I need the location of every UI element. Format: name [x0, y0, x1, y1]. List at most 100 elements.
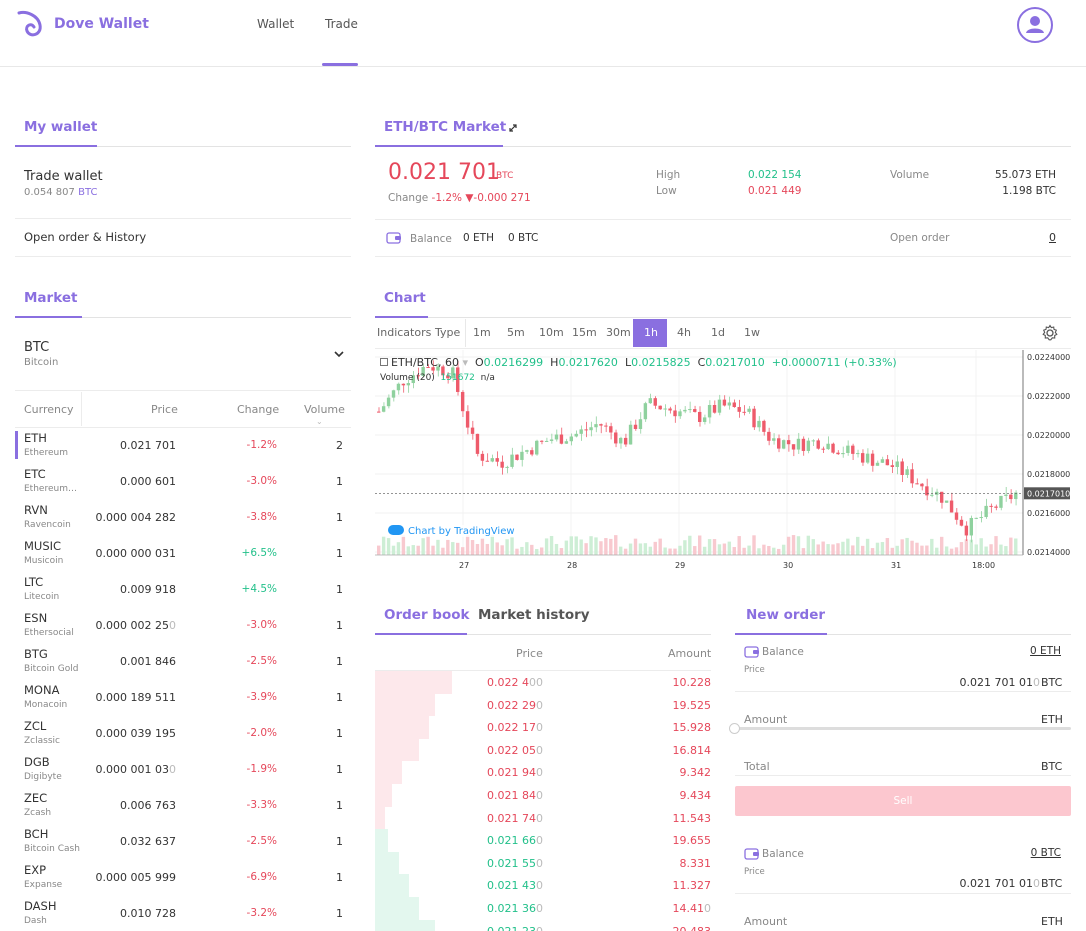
sell-amount-slider[interactable]	[735, 727, 1071, 730]
ob-amount-header: Amount	[668, 647, 712, 660]
ob-price-header: Price	[516, 647, 543, 660]
market-row[interactable]: BCH Bitcoin Cash 0.032 637 -2.5% 1	[15, 824, 351, 860]
volume-bar	[515, 548, 519, 555]
volume-bar	[485, 543, 490, 555]
timeframe-30m[interactable]: 30m	[606, 326, 631, 339]
currency-volume: 1	[336, 691, 343, 704]
market-row[interactable]: ETC Ethereum… 0.000 601 -3.0% 1	[15, 464, 351, 500]
volume-bar	[925, 545, 929, 555]
ask-row[interactable]: 0.021 840 9.434	[375, 784, 711, 807]
wallet-icon	[744, 646, 759, 658]
buy-balance-value[interactable]: 0 BTC	[1030, 847, 1061, 859]
bid-row[interactable]: 0.021 550 8.331	[375, 851, 711, 875]
depth-bar	[375, 897, 419, 920]
market-row[interactable]: LTC Litecoin 0.009 918 +4.5% 1	[15, 572, 351, 608]
bid-row[interactable]: 0.021 660 19.655	[375, 829, 711, 852]
timeframe-1d[interactable]: 1d	[711, 326, 725, 339]
nav-wallet[interactable]: Wallet	[257, 17, 295, 31]
divider	[15, 390, 351, 391]
timeframe-1w[interactable]: 1w	[744, 326, 760, 339]
market-row[interactable]: ETH Ethereum 0.021 701 -1.2% 2	[15, 428, 351, 464]
amount-digits: 9.342	[679, 766, 712, 780]
buy-price-input[interactable]: 0.021 701 010	[959, 877, 1040, 890]
market-row[interactable]: EXP Expanse 0.000 005 999 -6.9% 1	[15, 860, 351, 896]
tab-order-book[interactable]: Order book	[384, 607, 470, 623]
bid-row[interactable]: 0.021 360 14.410	[375, 897, 711, 920]
ask-row[interactable]: 0.021 940 9.342	[375, 761, 711, 784]
currency-change: -1.9%	[246, 763, 277, 775]
candle-body	[618, 437, 623, 444]
order-amount: 19.525	[673, 699, 712, 712]
price-digits: 0.021 701	[120, 439, 176, 452]
settings-gear-icon[interactable]	[1041, 324, 1059, 342]
tab-market-history[interactable]: Market history	[478, 607, 590, 623]
volume-legend: Volume (20) 151672 n/a	[380, 373, 495, 383]
dove-logo-icon[interactable]	[16, 9, 46, 39]
indicators-button[interactable]: Indicators	[377, 326, 432, 339]
volume-bar	[816, 544, 820, 555]
candle-body	[806, 440, 811, 451]
currency-symbol: BCH	[24, 827, 49, 841]
nav-trade[interactable]: Trade	[325, 17, 358, 31]
tradingview-watermark[interactable]: Chart by TradingView	[388, 525, 515, 537]
candle-body	[930, 494, 934, 496]
market-row[interactable]: DASH Dash 0.010 728 -3.2% 1	[15, 896, 351, 931]
user-icon	[1026, 16, 1044, 33]
bid-row[interactable]: 0.021 430 11.327	[375, 874, 711, 897]
user-avatar-button[interactable]	[1017, 7, 1053, 43]
price-digits: 0.021 55	[487, 856, 536, 870]
timeframe-4h[interactable]: 4h	[677, 326, 691, 339]
ask-row[interactable]: 0.022 050 16.814	[375, 738, 711, 762]
timeframe-5m[interactable]: 5m	[507, 326, 525, 339]
sell-balance-value[interactable]: 0 ETH	[1030, 645, 1061, 657]
ask-row[interactable]: 0.022 170 15.928	[375, 716, 711, 739]
volume-bar	[885, 537, 890, 555]
market-row[interactable]: MONA Monacoin 0.000 189 511 -3.9% 1	[15, 680, 351, 716]
col-volume[interactable]: Volume	[304, 403, 345, 416]
base-currency-symbol[interactable]: BTC	[24, 340, 50, 355]
col-price[interactable]: Price	[151, 403, 178, 416]
buy-price-label: Price	[744, 867, 765, 877]
price-trailing-digit: 0	[169, 619, 176, 632]
chevron-down-icon[interactable]	[333, 349, 345, 359]
market-row[interactable]: DGB Digibyte 0.000 001 030 -1.9% 1	[15, 752, 351, 788]
divider	[375, 146, 1071, 147]
candle-body	[539, 440, 544, 442]
candle-body	[416, 375, 420, 377]
ask-row[interactable]: 0.022 400 10.228	[375, 671, 711, 694]
market-row[interactable]: ESN Ethersocial 0.000 002 250 -3.0% 1	[15, 608, 351, 644]
currency-symbol: DGB	[24, 755, 50, 769]
col-change[interactable]: Change	[237, 403, 280, 416]
sell-slider-handle[interactable]	[729, 723, 740, 734]
currency-change: -2.5%	[246, 655, 277, 667]
market-row[interactable]: BTG Bitcoin Gold 0.001 846 -2.5% 1	[15, 644, 351, 680]
trade-wallet-label[interactable]: Trade wallet	[24, 169, 103, 184]
order-price: 0.021 360	[487, 902, 543, 915]
volume-bar	[465, 535, 470, 555]
volume-bar	[1009, 537, 1013, 555]
timeframe-15m[interactable]: 15m	[572, 326, 597, 339]
ask-row[interactable]: 0.021 740 11.543	[375, 806, 711, 830]
market-row[interactable]: ZCL Zclassic 0.000 039 195 -2.0% 1	[15, 716, 351, 752]
bid-row[interactable]: 0.021 230 20.483	[375, 919, 711, 931]
timeframe-1m[interactable]: 1m	[473, 326, 491, 339]
sell-button[interactable]: Sell	[735, 786, 1071, 816]
open-order-count[interactable]: 0	[1049, 231, 1056, 244]
volume-bar	[441, 547, 445, 555]
col-currency[interactable]: Currency	[24, 403, 74, 416]
collapse-legend-icon[interactable]	[380, 358, 388, 366]
order-amount: 10.228	[673, 676, 712, 689]
market-row[interactable]: RVN Ravencoin 0.000 004 282 -3.8% 1	[15, 500, 351, 536]
timeframe-1h[interactable]: 1h	[644, 326, 658, 339]
open-order-history-link[interactable]: Open order & History	[24, 230, 147, 244]
app-name[interactable]: Dove Wallet	[54, 16, 149, 32]
ask-row[interactable]: 0.022 290 19.525	[375, 693, 712, 717]
volume-bar	[900, 539, 904, 555]
timeframe-10m[interactable]: 10m	[539, 326, 564, 339]
expand-icon[interactable]	[508, 123, 518, 133]
market-row[interactable]: ZEC Zcash 0.006 763 -3.3% 1	[15, 788, 351, 824]
sell-price-input[interactable]: 0.021 701 010	[959, 676, 1040, 689]
market-row[interactable]: MUSIC Musicoin 0.000 000 031 +6.5% 1	[15, 536, 351, 572]
price-chart[interactable]: 0.0224000 0.0222000 0.0220000 0.0218000 0.02…	[375, 350, 1071, 575]
chart-type-button[interactable]: Type	[435, 326, 461, 339]
